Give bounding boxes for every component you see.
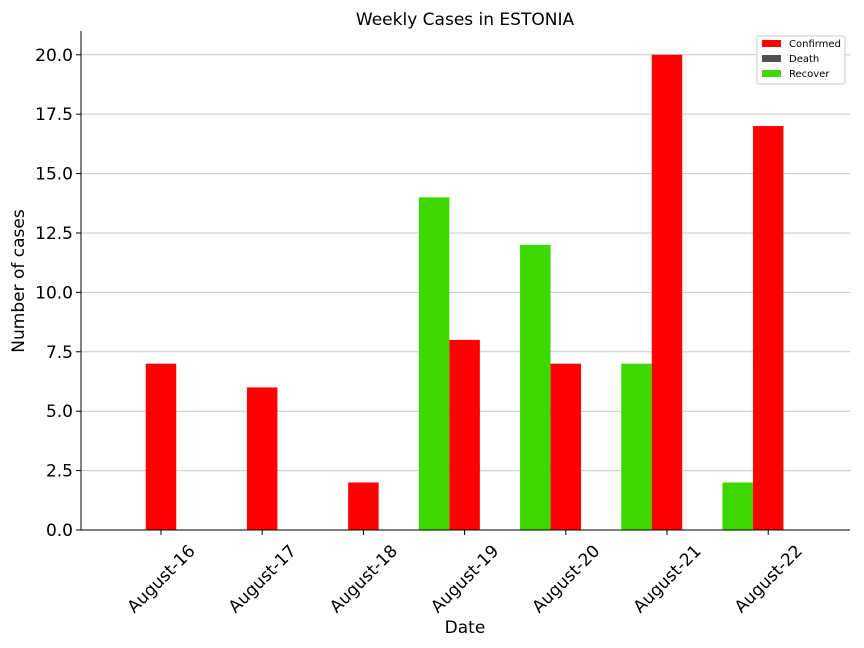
y-tick-label: 7.5 <box>46 343 73 363</box>
bar-confirmed <box>145 363 177 530</box>
x-tick-label: August-19 <box>427 541 503 617</box>
bar-recover <box>418 197 450 531</box>
x-tick-label: August-17 <box>225 541 301 617</box>
y-tick-label: 17.5 <box>35 105 73 125</box>
y-tick-label: 0.0 <box>46 521 73 541</box>
bar-recover <box>722 482 753 530</box>
bars <box>145 54 784 531</box>
x-axis-label: Date <box>445 618 486 638</box>
y-tick-label: 12.5 <box>35 224 73 244</box>
legend-swatch <box>762 40 781 47</box>
bar-confirmed <box>246 387 278 530</box>
x-tick-label: August-16 <box>124 541 200 617</box>
legend-swatch <box>762 70 781 77</box>
legend-swatch <box>762 55 781 62</box>
x-tick-label: August-22 <box>731 541 807 617</box>
legend-label: Confirmed <box>789 39 841 50</box>
bar-confirmed <box>752 126 784 531</box>
bar-recover <box>621 363 652 530</box>
legend-label: Death <box>789 54 819 65</box>
chart-title: Weekly Cases in ESTONIA <box>356 10 575 30</box>
bar-recover <box>520 244 551 530</box>
bar-confirmed <box>348 482 379 530</box>
x-tick-label: August-21 <box>630 541 706 617</box>
bar-confirmed <box>449 339 480 530</box>
bar-confirmed <box>550 363 582 530</box>
y-tick-label: 15.0 <box>35 165 73 185</box>
x-ticks: August-16 August-17 August-18 August-19 Augu… <box>124 530 807 617</box>
legend-label: Recover <box>789 69 830 80</box>
legend: Confirmed Death Recover <box>756 35 846 85</box>
y-tick-label: 10.0 <box>35 283 73 303</box>
y-ticks: 0.0 2.5 5.0 7.5 10.0 12.5 15.0 17.5 20.0 <box>35 46 81 541</box>
y-axis-label: Number of cases <box>9 209 29 353</box>
y-tick-label: 20.0 <box>35 46 73 66</box>
y-tick-label: 5.0 <box>46 402 73 422</box>
y-tick-label: 2.5 <box>46 462 73 482</box>
bar-confirmed <box>651 54 683 531</box>
x-tick-label: August-20 <box>528 541 604 617</box>
x-tick-label: August-18 <box>326 541 402 617</box>
